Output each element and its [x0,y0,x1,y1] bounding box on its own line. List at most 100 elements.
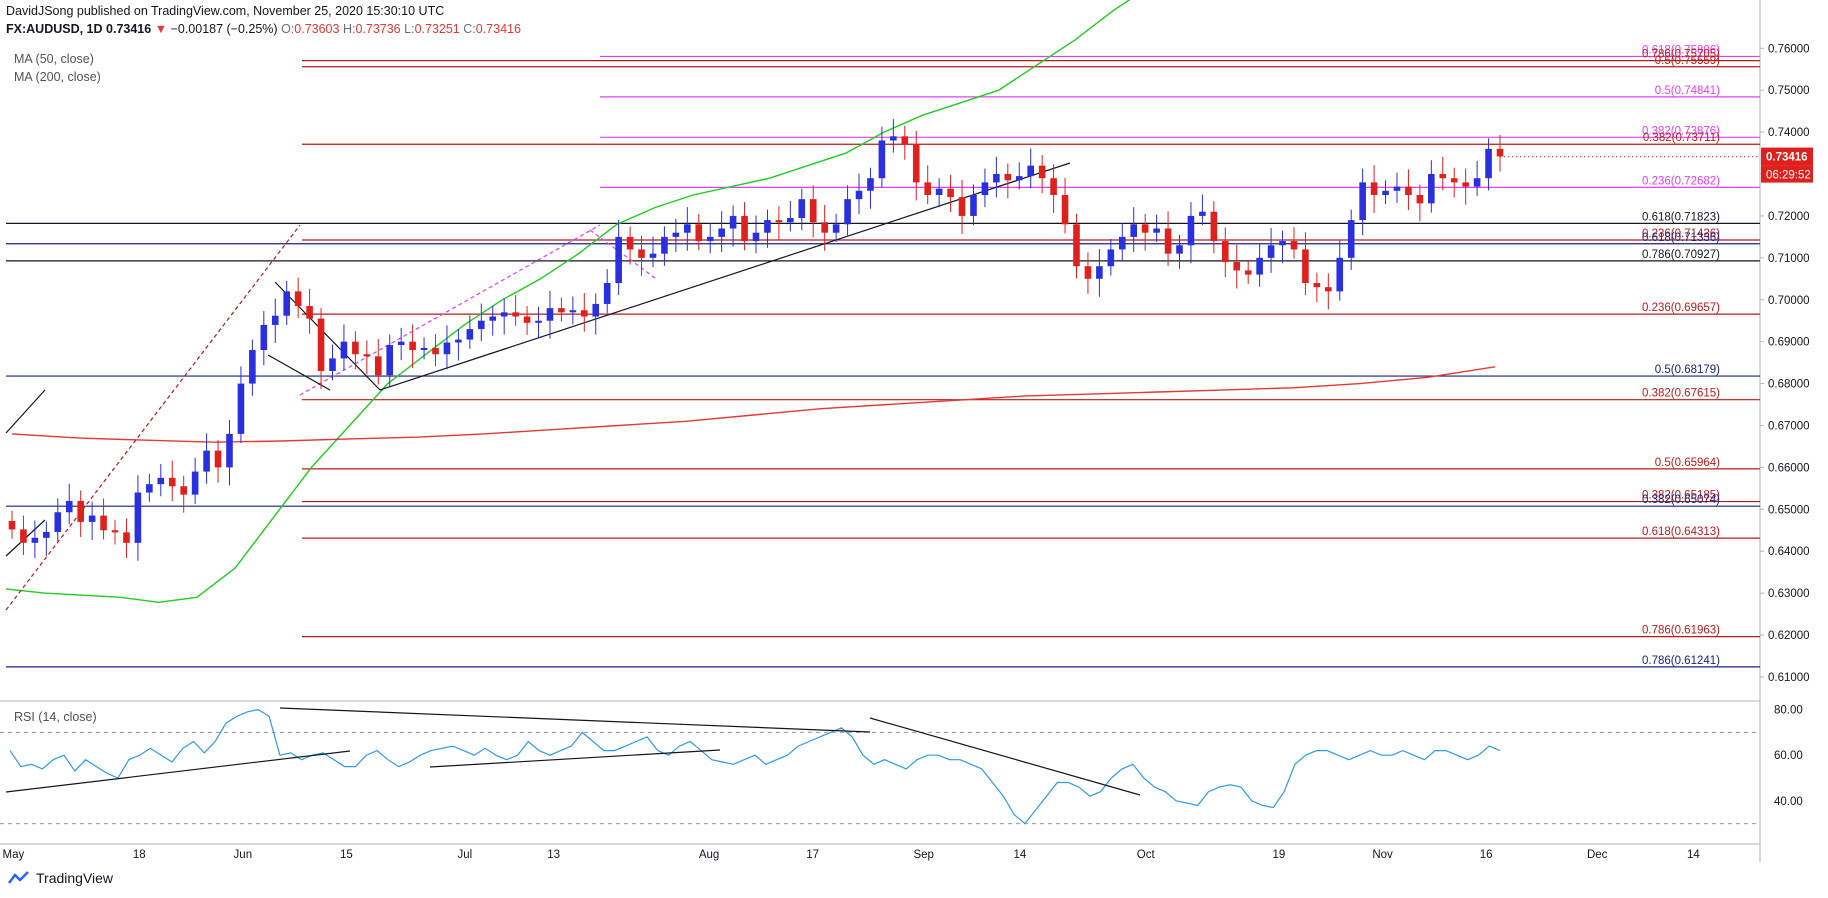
price-tick-label-0: 0.76000 [1768,43,1810,55]
candle-body-77 [890,136,897,141]
candle-body-100 [1153,228,1160,233]
trendline-3 [299,224,601,396]
candle-body-79 [912,144,920,183]
price-tick-label-10: 0.66000 [1768,462,1810,474]
time-tick-label-5: 13 [547,849,560,861]
low-value: 0.73251 [414,22,460,36]
time-tick-label-7: 17 [806,849,819,861]
fib-label-18: 0.786(0.61963) [1642,625,1720,637]
candle-body-129 [1485,148,1492,179]
candle-body-19 [226,433,233,468]
candle-body-22 [260,324,268,351]
time-tick-label-10: Oct [1137,849,1156,861]
candle-body-33 [386,345,394,376]
fib-label-19: 0.786(0.61241) [1642,655,1720,667]
candle-body-64 [741,215,748,242]
fib-label-17: 0.618(0.64313) [1642,526,1720,538]
candle-body-7 [88,515,96,522]
candle-body-25 [294,291,302,307]
candle-body-48 [558,308,565,313]
time-tick-label-15: 14 [1687,849,1700,861]
candle-body-20 [237,383,245,434]
rsi-legend[interactable]: RSI (14, close) [14,710,97,724]
price-tick-label-2: 0.74000 [1768,127,1810,139]
candle-body-10 [123,532,130,543]
time-tick-label-4: Jul [458,849,473,861]
candle-body-108 [1244,270,1252,275]
candle-body-103 [1187,215,1195,246]
candle-body-130 [1496,148,1504,157]
tradingview-logo[interactable]: TradingView [8,870,113,886]
ma200-legend[interactable]: MA (200, close) [14,70,101,84]
candle-body-58 [672,232,680,237]
candle-body-65 [752,232,760,242]
candle-body-38 [443,342,451,355]
fib-label-3: 0.5(0.74841) [1655,85,1720,97]
candle-body-32 [374,356,382,376]
price-tick-label-8: 0.68000 [1768,379,1810,391]
trendlines [5,162,1071,611]
candle-body-36 [420,347,428,351]
rsi-tick-label-0: 80.00 [1774,705,1803,717]
candle-body-24 [283,291,291,316]
candle-body-46 [535,320,542,323]
candle-body-2 [31,537,39,543]
candle-body-9 [111,530,119,533]
candle-body-0 [8,521,16,530]
candle-body-78 [901,136,909,145]
candle-body-75 [867,178,874,191]
candle-body-105 [1210,211,1218,242]
fib-label-16: 0.382(0.65074) [1642,494,1720,506]
candle-body-6 [77,500,84,522]
candle-body-69 [798,199,806,219]
rsi-trendline-3 [869,717,1141,796]
ma50-legend[interactable]: MA (50, close) [14,52,94,66]
trendline-6 [379,162,1071,391]
rsi-pane [0,707,1760,825]
candle-body-61 [706,236,714,242]
candle-body-98 [1130,224,1138,237]
close-value: 0.73416 [475,22,521,36]
candle-body-60 [695,224,703,242]
fib-label-6: 0.236(0.72682) [1642,175,1720,187]
candle-body-95 [1096,266,1103,279]
fib-label-9: 0.618(0.71336) [1642,232,1720,244]
candle-body-13 [157,477,165,485]
low-label: L: [404,22,415,36]
candle-body-94 [1084,266,1092,279]
symbol-label[interactable]: FX:AUDUSD, 1D [6,22,103,36]
candle-body-15 [180,486,187,495]
publish-line: DavidJSong published on TradingView.com,… [6,4,445,18]
candle-body-67 [775,220,783,223]
candle-body-41 [477,320,485,330]
candle-body-39 [455,339,462,343]
price-tick-label-1: 0.75000 [1768,85,1810,97]
candle-body-111 [1279,241,1286,246]
price-tick-label-4: 0.72000 [1768,211,1810,223]
candle-body-1 [20,529,27,543]
candle-body-121 [1393,186,1401,191]
candle-body-42 [489,316,497,321]
fib-label-5: 0.382(0.73711) [1643,132,1720,144]
time-tick-label-1: 18 [133,849,146,861]
candle-body-49 [569,310,577,313]
price-tick-label-11: 0.65000 [1768,504,1810,516]
fib-label-0: 0.618(0.75806) [1642,44,1720,56]
candle-body-66 [764,220,771,233]
price-tick-label-9: 0.67000 [1768,420,1810,432]
candle-body-126 [1450,178,1458,183]
price-tick-label-6: 0.70000 [1768,295,1810,307]
candle-body-14 [168,477,176,487]
candle-body-125 [1439,174,1447,179]
candle-body-71 [821,222,828,233]
candle-body-85 [981,182,989,195]
trendline-4 [274,281,381,391]
candle-body-43 [500,312,508,317]
time-tick-label-3: 15 [340,849,353,861]
candle-body-45 [523,316,531,323]
tradingview-logo-icon [8,871,29,884]
candle-body-120 [1382,190,1389,195]
candle-body-91 [1050,178,1057,195]
time-tick-label-9: 14 [1014,849,1027,861]
